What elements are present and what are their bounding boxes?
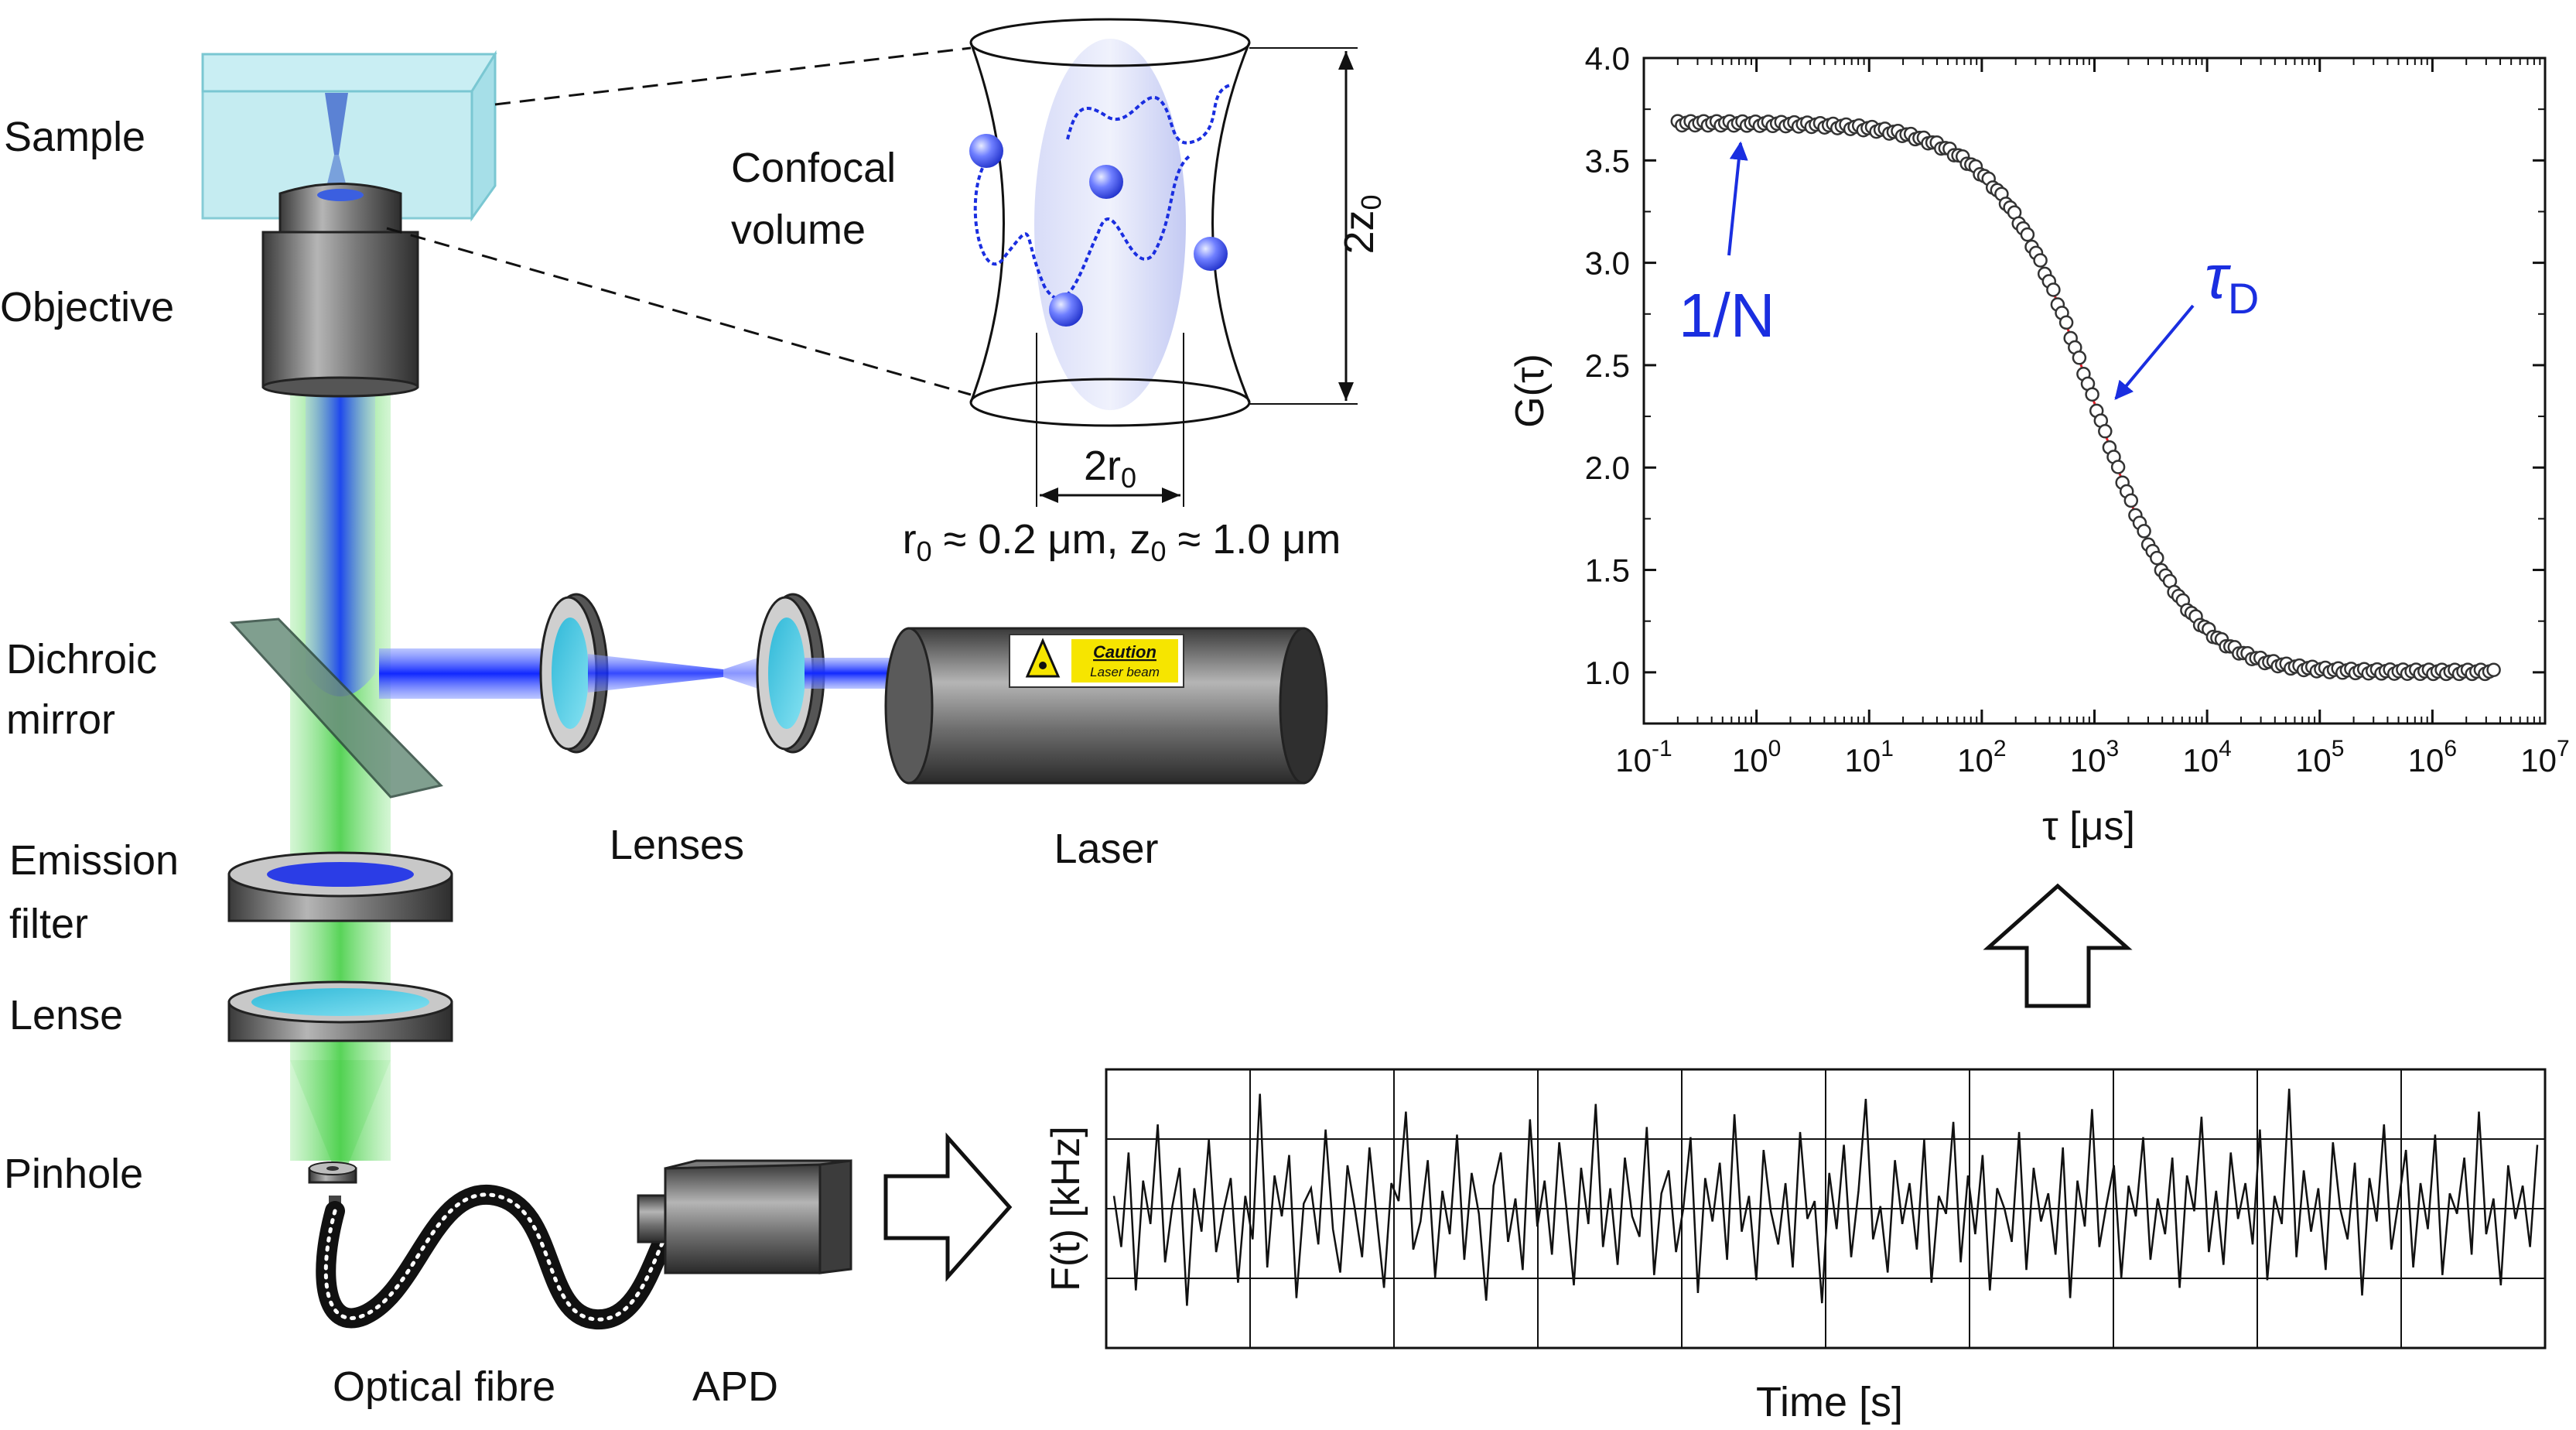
zoom-line-bottom [387, 228, 971, 395]
objective-lens [263, 184, 418, 397]
label-pinhole: Pinhole [4, 1151, 143, 1197]
trace-ylabel: F(t) [kHz] [1044, 1126, 1088, 1291]
label-lenses: Lenses [610, 822, 744, 868]
focused-beam [588, 654, 723, 693]
arrow-apd-to-trace [886, 1138, 1010, 1277]
data-point [2073, 351, 2086, 364]
label-lense: Lense [9, 992, 123, 1038]
fluorescence-trace-panel: F(t) [kHz] Time [s] [1044, 1069, 2545, 1425]
trace-xlabel: Time [s] [1756, 1379, 1903, 1425]
data-point [2138, 525, 2151, 537]
label-apd: APD [692, 1363, 778, 1410]
y-tick-label: 2.5 [1585, 347, 1630, 384]
x-tick-label: 104 [2182, 736, 2231, 778]
data-point [2099, 425, 2111, 437]
x-tick-label: 103 [2070, 736, 2119, 778]
data-point [2112, 461, 2124, 474]
data-point [2125, 494, 2137, 507]
label-dichroic-1: Dichroic [6, 636, 157, 682]
apd-detector [638, 1161, 851, 1273]
molecule-4 [1049, 292, 1083, 327]
correlation-chart: 1.0 1.5 2.0 2.5 3.0 3.5 4.0 10-1 100 101 102 103 104… [1508, 40, 2570, 849]
label-2z0: 2z0 [1336, 194, 1387, 254]
label-emission-2: filter [9, 901, 88, 947]
y-tick-label: 3.0 [1585, 245, 1630, 282]
excitation-beam-horizontal [379, 648, 557, 699]
data-point [2488, 664, 2500, 676]
data-point [2151, 552, 2163, 564]
inv-n-label: 1/N [1679, 281, 1775, 350]
focusing-lense [229, 982, 452, 1041]
arrow-trace-to-correlation [1988, 886, 2127, 1006]
label-optical-fibre: Optical fibre [333, 1363, 555, 1410]
data-point [2060, 316, 2072, 329]
emission-filter [229, 853, 452, 921]
x-tick-label: 100 [1732, 736, 1781, 778]
y-tick-label: 4.0 [1585, 40, 1630, 77]
x-tick-label: 102 [1957, 736, 2006, 778]
data-point [2021, 228, 2034, 241]
label-confocal-1: Confocal [731, 145, 896, 191]
label-sample: Sample [4, 114, 145, 160]
laser-beam-text: Laser beam [1090, 665, 1160, 679]
molecule-3 [1194, 237, 1228, 271]
label-emission-1: Emission [9, 837, 179, 884]
label-laser: Laser [1054, 826, 1158, 872]
excitation-beam-vertical [306, 387, 375, 696]
label-confocal-2: volume [731, 207, 866, 253]
molecule-2 [1089, 165, 1123, 199]
laser-source: Caution Laser beam [886, 628, 1327, 783]
x-tick-label: 105 [2295, 736, 2344, 778]
zoom-line-top [495, 48, 971, 104]
x-axis-title: τ [μs] [2042, 804, 2135, 849]
label-dichroic-2: mirror [6, 696, 115, 743]
data-point [2047, 284, 2059, 296]
caution-text: Caution [1093, 642, 1156, 662]
molecule-1 [969, 134, 1003, 168]
volume-dimensions: r0 ≈ 0.2 μm, z0 ≈ 1.0 μm [903, 516, 1341, 567]
data-point [2086, 388, 2099, 401]
label-objective: Objective [0, 284, 174, 330]
confocal-volume-diagram: 2z0 2r0 Confocal volume r0 ≈ 0.2 μm, z0 … [387, 19, 1387, 567]
y-tick-label: 2.0 [1585, 450, 1630, 486]
optical-fibre [326, 1195, 681, 1319]
y-tick-label: 1.0 [1585, 655, 1630, 691]
x-tick-label: 10-1 [1615, 736, 1672, 778]
x-tick-label: 107 [2520, 736, 2569, 778]
x-tick-label: 101 [1845, 736, 1894, 778]
y-tick-label: 1.5 [1585, 552, 1630, 589]
volume-ellipsoid [1034, 39, 1186, 410]
x-tick-label: 106 [2408, 736, 2457, 778]
label-2r0: 2r0 [1084, 443, 1136, 494]
data-point [2034, 255, 2047, 267]
y-axis-title: G(τ) [1508, 354, 1553, 428]
y-tick-label: 3.5 [1585, 142, 1630, 179]
